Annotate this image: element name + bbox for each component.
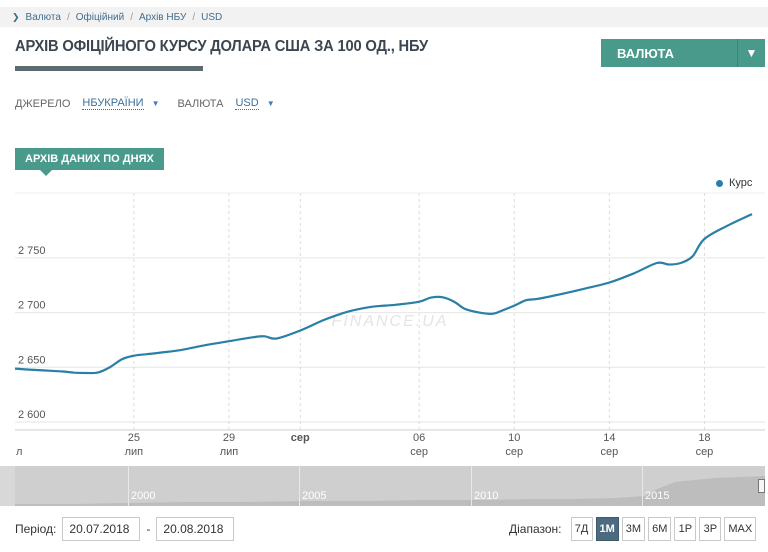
currency-dropdown-label: ВАЛЮТА [617, 45, 675, 61]
navigator-year-tick [642, 466, 643, 506]
x-tick-sublabel: лип [125, 446, 144, 458]
x-tick-sublabel: сер [600, 446, 618, 458]
chevron-down-icon[interactable]: ▼ [737, 39, 765, 67]
navigator-year-label: 2010 [474, 490, 499, 502]
x-tick-label: 29 [223, 432, 235, 444]
breadcrumb: ❯ Валюта / Офіційний / Архів НБУ / USD [0, 7, 768, 27]
series-line-rate[interactable] [14, 213, 753, 375]
navigator-handle[interactable] [758, 479, 765, 493]
range-label: Діапазон: [509, 522, 562, 536]
currency-select[interactable]: USD [235, 97, 259, 110]
navigator-area [15, 476, 765, 506]
navigator-year-tick [128, 466, 129, 506]
range-button-1y[interactable]: 1Р [674, 517, 697, 541]
source-label: ДЖЕРЕЛО [15, 97, 71, 110]
chart-grid [15, 192, 765, 431]
range-button-3y[interactable]: 3Р [699, 517, 722, 541]
range-button-7d[interactable]: 7Д [570, 517, 593, 541]
x-tick-label: 06 [413, 432, 425, 444]
period-selector: Період: 20.07.2018 - 20.08.2018 [15, 517, 235, 541]
source-dropdown-icon[interactable]: ▼ [151, 99, 160, 108]
x-tick-label: 14 [603, 432, 615, 444]
range-button-1m[interactable]: 1М [595, 517, 619, 541]
currency-dropdown-button[interactable]: ВАЛЮТА ▼ [601, 39, 765, 67]
period-to-input[interactable]: 20.08.2018 [156, 517, 235, 541]
title-underline [15, 66, 203, 71]
range-button-6m[interactable]: 6М [648, 517, 672, 541]
x-tick-sublabel: сер [505, 446, 523, 458]
legend-marker [716, 179, 723, 187]
x-tick-label: сер [291, 432, 310, 444]
y-tick-label: 2 650 [18, 354, 46, 366]
currency-label: ВАЛЮТА [177, 97, 224, 110]
breadcrumb-item-usd[interactable]: USD [201, 11, 223, 23]
range-button-max[interactable]: MAX [724, 517, 757, 541]
navigator-mini-chart [15, 476, 765, 506]
tab-daily-archive[interactable]: АРХІВ ДАНИХ ПО ДНЯХ [15, 148, 164, 176]
navigator-year-label: 2000 [131, 490, 156, 502]
range-navigator[interactable]: 2000 2005 2010 2015 [15, 466, 765, 506]
period-label: Період: [15, 522, 57, 536]
period-from-input[interactable]: 20.07.2018 [62, 517, 141, 541]
period-separator: - [146, 522, 151, 536]
y-tick-label: 2 750 [18, 245, 46, 257]
source-select[interactable]: НБУКРАЇНИ [82, 97, 144, 110]
currency-dropdown-icon[interactable]: ▼ [266, 99, 275, 108]
range-button-3m[interactable]: 3М [621, 517, 646, 541]
chevron-right-icon: ❯ [12, 11, 20, 22]
x-tick-label: 25 [128, 432, 140, 444]
breadcrumb-item-nbu-archive[interactable]: Архів НБУ [138, 11, 187, 23]
x-tick-sublabel: лип [220, 446, 239, 458]
watermark-logo: FINANCE.UA [332, 313, 449, 330]
x-tick-sublabel: сер [410, 446, 428, 458]
x-tick-label: 18 [698, 432, 710, 444]
breadcrumb-item-currency[interactable]: Валюта [25, 11, 61, 23]
breadcrumb-separator: / [66, 11, 70, 23]
series-layer [14, 213, 753, 375]
navigator-year-tick [299, 466, 300, 506]
filters-row: ДЖЕРЕЛО НБУКРАЇНИ ▼ ВАЛЮТА USD ▼ [15, 97, 293, 110]
navigator-year-tick [471, 466, 472, 506]
y-tick-label: 2 700 [18, 300, 46, 312]
breadcrumb-item-official[interactable]: Офіційний [75, 11, 125, 23]
breadcrumb-separator: / [192, 11, 196, 23]
legend-label: Курс [729, 177, 753, 189]
range-selector: Діапазон: 7Д 1М 3М 6М 1Р 3Р MAX [509, 517, 757, 541]
x-axis: л 25 лип 29 лип сер 06 сер 10 сер 14 сер 18 сер [16, 432, 713, 458]
page-title: АРХІВ ОФІЦІЙНОГО КУРСУ ДОЛАРА США ЗА 100… [15, 38, 428, 55]
navigator-left-pad [0, 466, 15, 506]
x-tick-sublabel: л [16, 446, 22, 458]
navigator-year-label: 2005 [302, 490, 327, 502]
rate-line-chart[interactable]: FINANCE.UA 2 600 2 650 2 700 2 750 л 25 лип 29… [0, 0, 768, 465]
chart-legend[interactable]: Курс [716, 177, 752, 189]
x-tick-sublabel: сер [696, 446, 714, 458]
y-axis: 2 600 2 650 2 700 2 750 [18, 245, 46, 421]
x-tick-label: 10 [508, 432, 520, 444]
y-tick-label: 2 600 [18, 409, 46, 421]
breadcrumb-separator: / [130, 11, 133, 23]
navigator-year-label: 2015 [645, 490, 670, 502]
